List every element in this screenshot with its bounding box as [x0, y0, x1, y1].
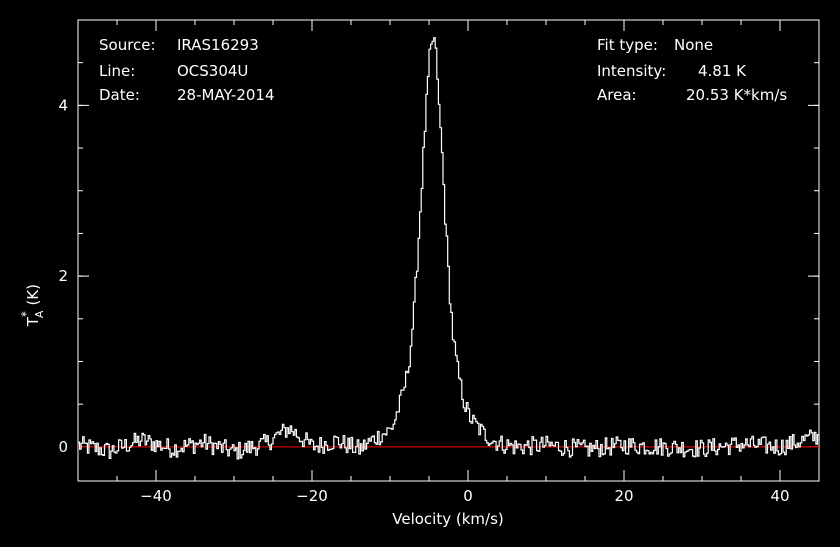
x-tick-label: −20: [296, 487, 328, 505]
line-value: OCS304U: [177, 62, 248, 80]
axis-tick-labels: −40 −20 0 20 40 0 2 4: [58, 96, 789, 505]
y-axis-label: T*A (K): [19, 284, 46, 327]
x-tick-label: 20: [614, 487, 633, 505]
fit-type-label: Fit type:: [597, 36, 658, 54]
plot-frame: [77, 19, 820, 482]
info-right: Fit type: None Intensity: 4.81 K Area: 2…: [597, 36, 787, 104]
x-axis-label: Velocity (km/s): [392, 510, 503, 528]
fit-type-value: None: [674, 36, 713, 54]
y-axis-label-sub: A: [33, 310, 46, 318]
x-tick-label: −40: [140, 487, 172, 505]
info-left: Source: IRAS16293 Line: OCS304U Date: 28…: [99, 36, 275, 104]
line-label: Line:: [99, 62, 135, 80]
y-axis-label-text: T*A (K): [19, 284, 46, 327]
y-tick-label: 4: [58, 96, 68, 114]
date-value: 28-MAY-2014: [177, 86, 275, 104]
y-tick-label: 2: [58, 267, 68, 285]
intensity-label: Intensity:: [597, 62, 666, 80]
spectrum-line: [78, 37, 820, 460]
y-axis-label-sup: *: [19, 311, 33, 317]
x-tick-label: 0: [463, 487, 473, 505]
x-tick-label: 40: [770, 487, 789, 505]
plot-area: −40 −20 0 20 40 0 2 4: [58, 19, 820, 505]
source-label: Source:: [99, 36, 156, 54]
y-axis-label-unit: (K): [24, 284, 42, 306]
y-tick-label: 0: [58, 438, 68, 456]
source-value: IRAS16293: [177, 36, 259, 54]
y-axis-label-main: T: [24, 316, 42, 327]
area-value: 20.53 K*km/s: [686, 86, 787, 104]
area-label: Area:: [597, 86, 637, 104]
intensity-value: 4.81 K: [698, 62, 747, 80]
date-label: Date:: [99, 86, 140, 104]
